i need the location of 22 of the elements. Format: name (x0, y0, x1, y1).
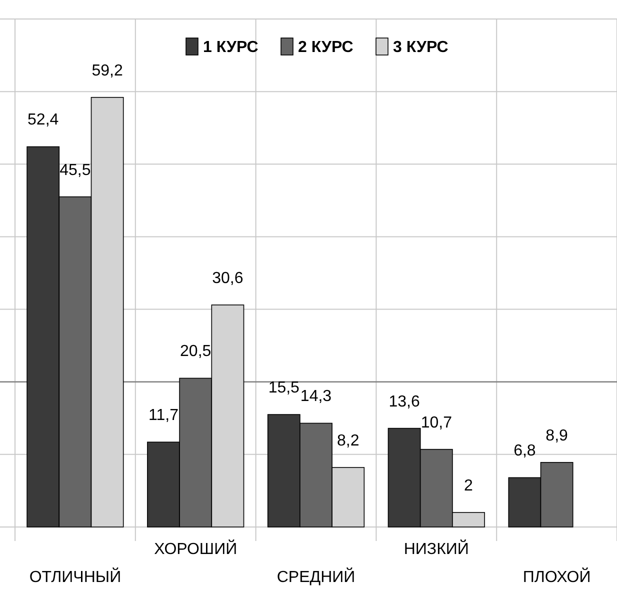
data-label: 52,4 (28, 112, 59, 129)
data-label: 2 (464, 477, 474, 494)
data-label: 6,8 (514, 442, 536, 460)
data-label: 30,6 (212, 270, 244, 287)
data-label: 10,7 (420, 414, 452, 432)
legend-label: 1 КУРС (203, 39, 259, 56)
data-label: 8,9 (546, 427, 568, 444)
data-label: 11,7 (148, 407, 179, 424)
legend-label: 3 КУРС (393, 39, 449, 56)
x-tick-label: ХОРОШИЙ (154, 539, 238, 558)
data-label: 20,5 (180, 343, 212, 360)
data-label: 13,6 (388, 393, 420, 410)
x-tick-label: НИЗКИЙ (404, 539, 469, 558)
x-tick-label: ПЛОХОЙ (522, 567, 591, 586)
data-label: 15,5 (268, 380, 300, 397)
data-label: 59,2 (92, 62, 123, 80)
data-label: 8,2 (336, 432, 360, 450)
x-tick-label: СРЕДНИЙ (276, 567, 356, 586)
legend-label: 2 КУРС (298, 39, 354, 56)
x-tick-label: ОТЛИЧНЫЙ (29, 567, 122, 586)
data-label: 14,3 (300, 388, 332, 406)
data-label: 45,5 (60, 162, 91, 179)
